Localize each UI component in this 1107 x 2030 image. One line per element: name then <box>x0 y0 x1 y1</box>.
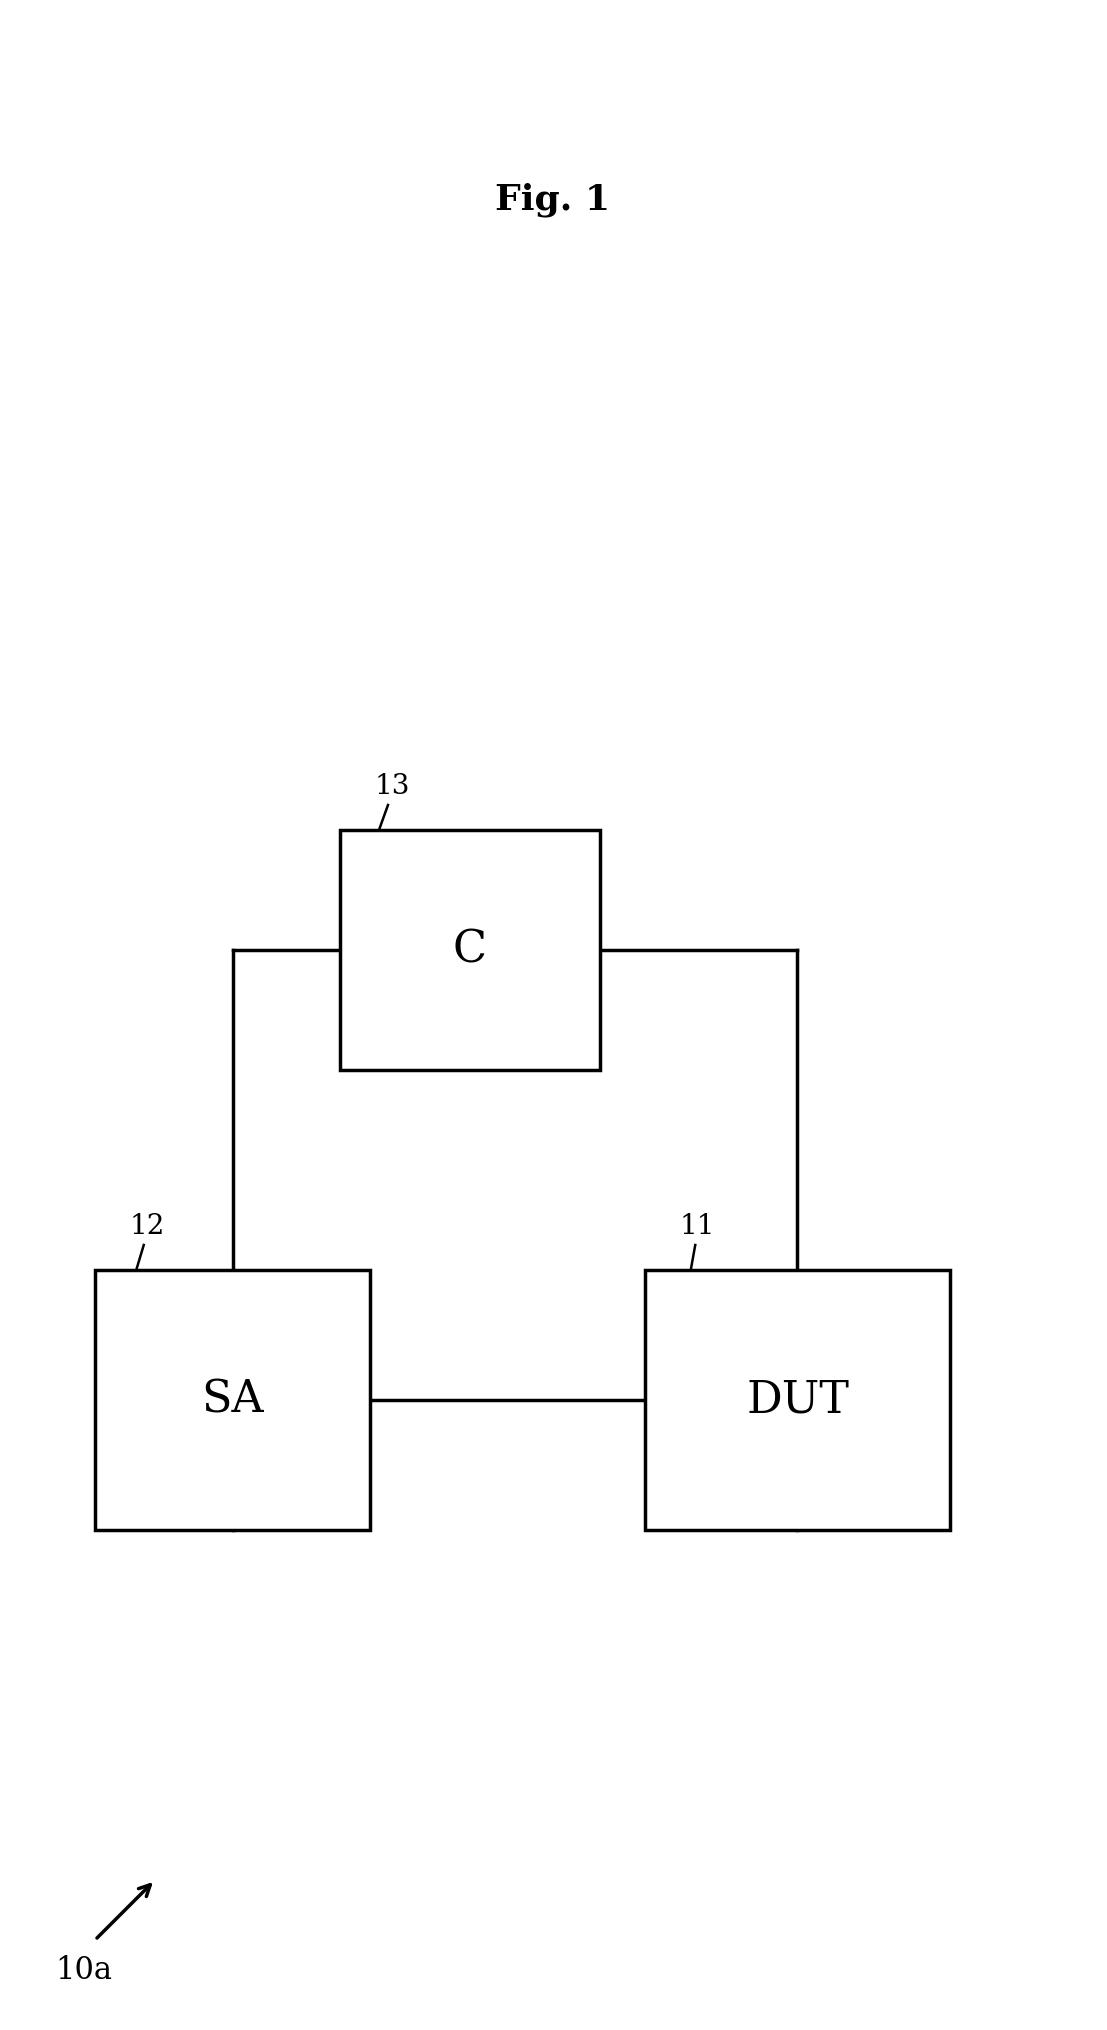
Bar <box>645 1271 950 1531</box>
Text: Fig. 1: Fig. 1 <box>496 183 611 217</box>
Text: C: C <box>453 928 487 972</box>
Text: 12: 12 <box>130 1214 165 1240</box>
Text: DUT: DUT <box>746 1378 849 1421</box>
Text: 10a: 10a <box>55 1955 112 1985</box>
Text: SA: SA <box>201 1378 263 1421</box>
Text: 11: 11 <box>680 1214 715 1240</box>
Bar <box>95 1271 370 1531</box>
Text: 13: 13 <box>375 773 411 800</box>
Bar <box>340 830 600 1070</box>
